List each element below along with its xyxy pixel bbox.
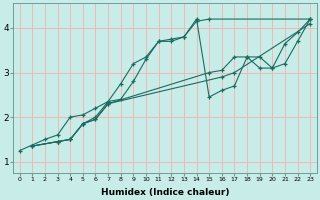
X-axis label: Humidex (Indice chaleur): Humidex (Indice chaleur) [101,188,229,197]
